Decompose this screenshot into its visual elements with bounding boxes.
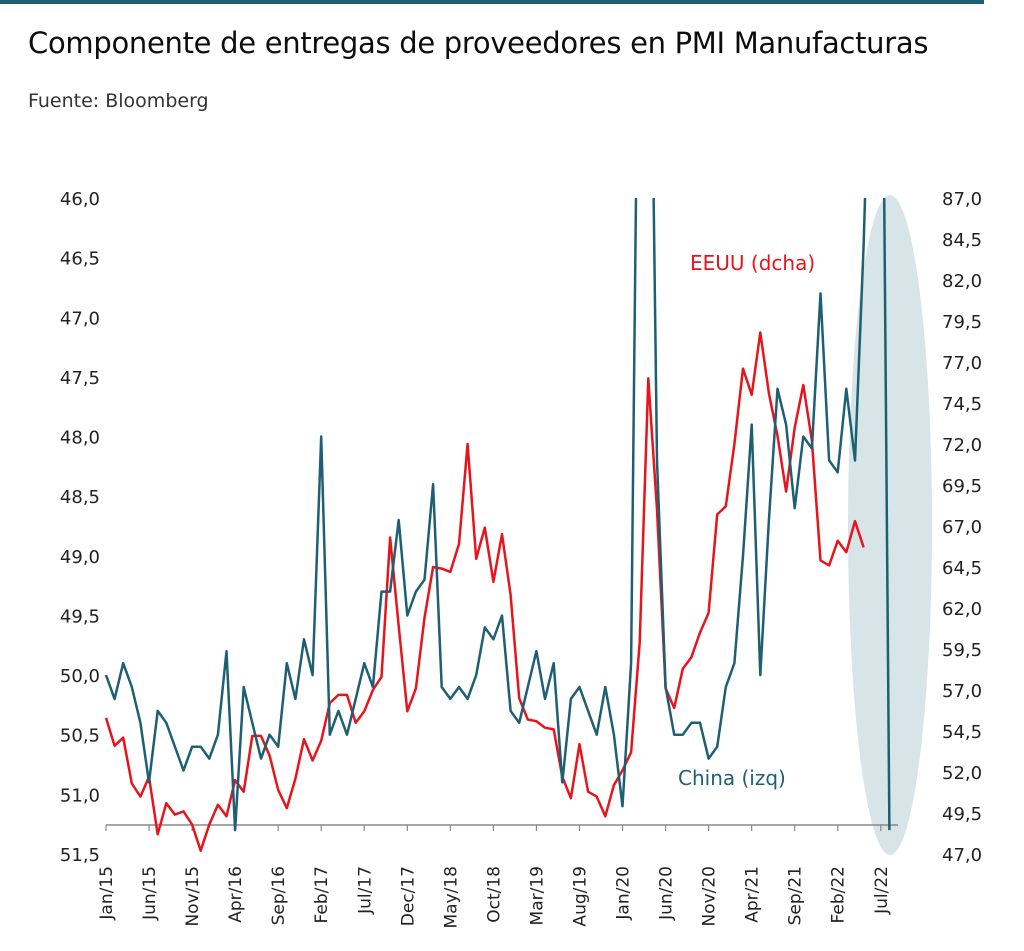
x-tick-label: Oct/18 — [484, 866, 504, 923]
x-tick-label: Aug/19 — [570, 866, 590, 927]
right-tick-label: 64,5 — [942, 558, 982, 579]
right-tick-label: 74,5 — [942, 394, 982, 415]
right-tick-label: 79,5 — [942, 312, 982, 333]
left-tick-label: 47,0 — [60, 308, 100, 329]
right-tick-label: 57,0 — [942, 681, 982, 702]
x-axis-ticks: Jan/15 Jun/15 Nov/15 Apr/16 Sep/16 Feb/17 Jul/… — [97, 825, 892, 929]
x-tick-label: Jun/15 — [140, 866, 160, 921]
x-tick-label: Jul/22 — [872, 866, 892, 915]
left-tick-label: 51,0 — [60, 785, 100, 806]
recent-period-highlight — [848, 195, 932, 855]
x-tick-label: Sep/16 — [269, 866, 289, 925]
top-accent-bar — [0, 0, 984, 4]
x-tick-label: Jan/15 — [97, 866, 117, 921]
right-tick-label: 77,0 — [942, 353, 982, 374]
left-tick-label: 48,5 — [60, 487, 100, 508]
plot-area — [104, 198, 891, 852]
left-tick-label: 50,0 — [60, 666, 100, 687]
x-tick-label: Sep/21 — [786, 866, 806, 925]
x-tick-label: Apr/16 — [226, 866, 246, 923]
x-tick-label: Feb/22 — [829, 866, 849, 923]
x-tick-label: Jan/20 — [614, 866, 634, 921]
x-tick-label: Nov/20 — [700, 866, 720, 927]
right-tick-label: 49,5 — [942, 804, 982, 825]
left-tick-label: 47,5 — [60, 368, 100, 389]
left-tick-label: 48,0 — [60, 428, 100, 449]
left-tick-label: 49,0 — [60, 547, 100, 568]
x-tick-label: Feb/17 — [312, 866, 332, 923]
x-tick-label: Apr/21 — [743, 866, 763, 923]
right-tick-label: 84,5 — [942, 230, 982, 251]
x-tick-label: May/18 — [441, 866, 461, 929]
left-tick-label: 46,0 — [60, 189, 100, 210]
chart-source: Fuente: Bloomberg — [28, 90, 209, 112]
left-tick-label: 49,5 — [60, 606, 100, 627]
right-axis-ticks: 87,0 84,5 82,0 79,5 77,0 74,5 72,0 69,5 67,0 64,5… — [942, 189, 982, 866]
left-tick-label: 46,5 — [60, 249, 100, 270]
left-tick-label: 50,5 — [60, 726, 100, 747]
us-series-label: EEUU (dcha) — [690, 251, 815, 275]
x-tick-label: Nov/15 — [183, 866, 203, 927]
right-tick-label: 72,0 — [942, 435, 982, 456]
right-tick-label: 82,0 — [942, 271, 982, 292]
x-tick-label: Jul/17 — [355, 866, 375, 915]
right-tick-label: 87,0 — [942, 189, 982, 210]
left-axis-ticks: 46,0 46,5 47,0 47,5 48,0 48,5 49,0 49,5 50,0 50,5… — [60, 189, 100, 866]
left-tick-label: 51,5 — [60, 845, 100, 866]
right-tick-label: 47,0 — [942, 845, 982, 866]
x-tick-label: Dec/17 — [398, 866, 418, 926]
china-series-line — [104, 198, 891, 832]
right-tick-label: 52,0 — [942, 763, 982, 784]
china-series-label: China (izq) — [678, 766, 786, 790]
right-tick-label: 59,5 — [942, 640, 982, 661]
right-tick-label: 69,5 — [942, 476, 982, 497]
chart-title: Componente de entregas de proveedores en… — [28, 26, 929, 60]
x-tick-label: Jun/20 — [657, 866, 677, 921]
right-tick-label: 62,0 — [942, 599, 982, 620]
x-tick-label: Mar/19 — [527, 866, 547, 925]
right-tick-label: 67,0 — [942, 517, 982, 538]
right-tick-label: 54,5 — [942, 722, 982, 743]
